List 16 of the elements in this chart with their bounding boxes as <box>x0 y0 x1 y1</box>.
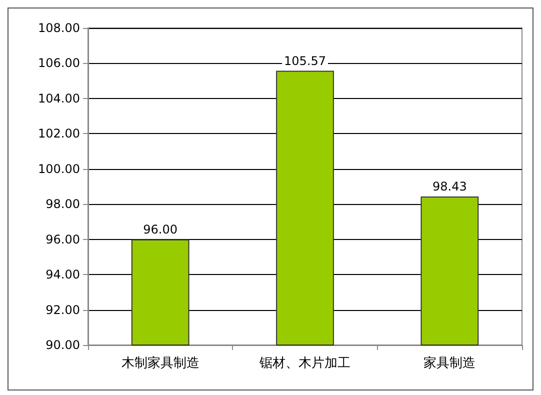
y-tick-label: 100.00 <box>38 162 80 176</box>
x-tick-label: 木制家具制造 <box>121 355 200 371</box>
data-label: 98.43 <box>432 180 467 194</box>
y-tick-label: 96.00 <box>46 232 80 246</box>
y-tick-label: 94.00 <box>46 268 80 282</box>
y-tick-label: 92.00 <box>46 302 80 317</box>
y-tick-label: 104.00 <box>38 91 80 106</box>
x-tick-label: 家具制造 <box>424 355 476 371</box>
y-tick-label: 90.00 <box>46 338 80 352</box>
x-tick-label: 锯材、木片加工 <box>258 356 350 371</box>
y-tick-label: 106.00 <box>38 56 80 70</box>
y-tick-label: 108.00 <box>38 21 80 35</box>
data-label: 105.57 <box>284 54 326 68</box>
data-label: 96.00 <box>143 222 178 236</box>
y-tick-label: 98.00 <box>46 197 80 212</box>
y-tick-label: 102.00 <box>38 126 80 141</box>
